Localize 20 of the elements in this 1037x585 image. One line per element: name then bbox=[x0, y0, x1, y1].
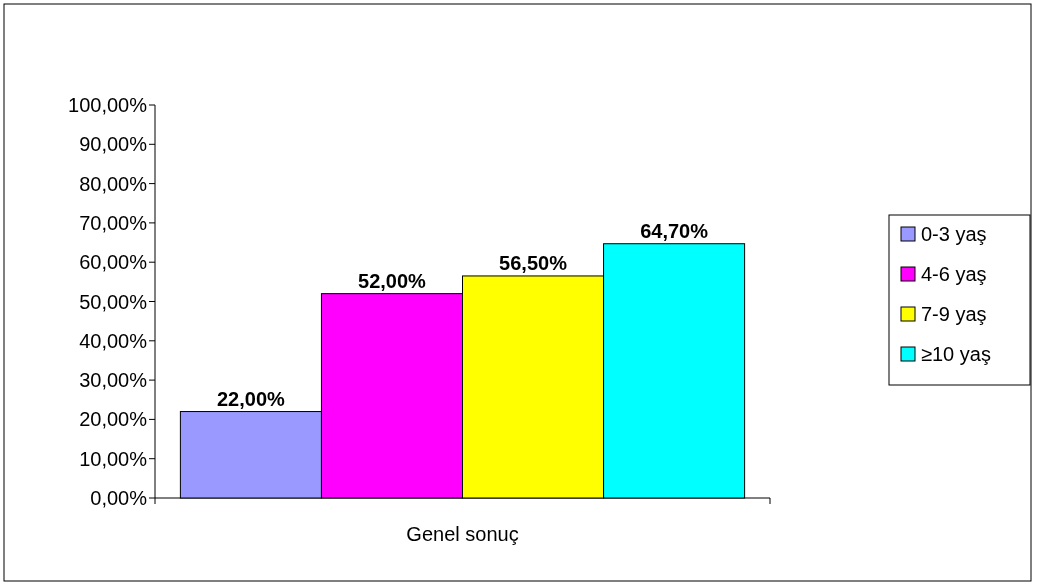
y-tick-label: 40,00% bbox=[79, 329, 148, 352]
data-label: 22,00% bbox=[217, 387, 286, 410]
y-tick-label: 50,00% bbox=[79, 290, 148, 313]
y-tick-label: 0,00% bbox=[90, 487, 148, 509]
y-tick-label: 80,00% bbox=[79, 172, 148, 195]
y-tick-label: 30,00% bbox=[79, 369, 148, 392]
legend-label: ≥10 yaş bbox=[921, 343, 991, 365]
data-label: 56,50% bbox=[499, 251, 568, 274]
y-tick-label: 70,00% bbox=[79, 211, 148, 234]
legend-label: 0-3 yaş bbox=[921, 223, 987, 245]
y-tick-label: 10,00% bbox=[79, 447, 148, 470]
y-tick-label: 20,00% bbox=[79, 408, 148, 431]
y-tick-label: 60,00% bbox=[79, 251, 148, 274]
legend-label: 4-6 yaş bbox=[921, 263, 987, 285]
y-tick-label: 100,00% bbox=[68, 94, 148, 116]
y-tick-label: 90,00% bbox=[79, 133, 148, 156]
x-tick-label: Genel sonuç bbox=[406, 523, 519, 545]
legend-label: 7-9 yaş bbox=[921, 303, 987, 325]
data-label: 52,00% bbox=[358, 269, 427, 292]
data-label: 64,70% bbox=[640, 219, 709, 242]
